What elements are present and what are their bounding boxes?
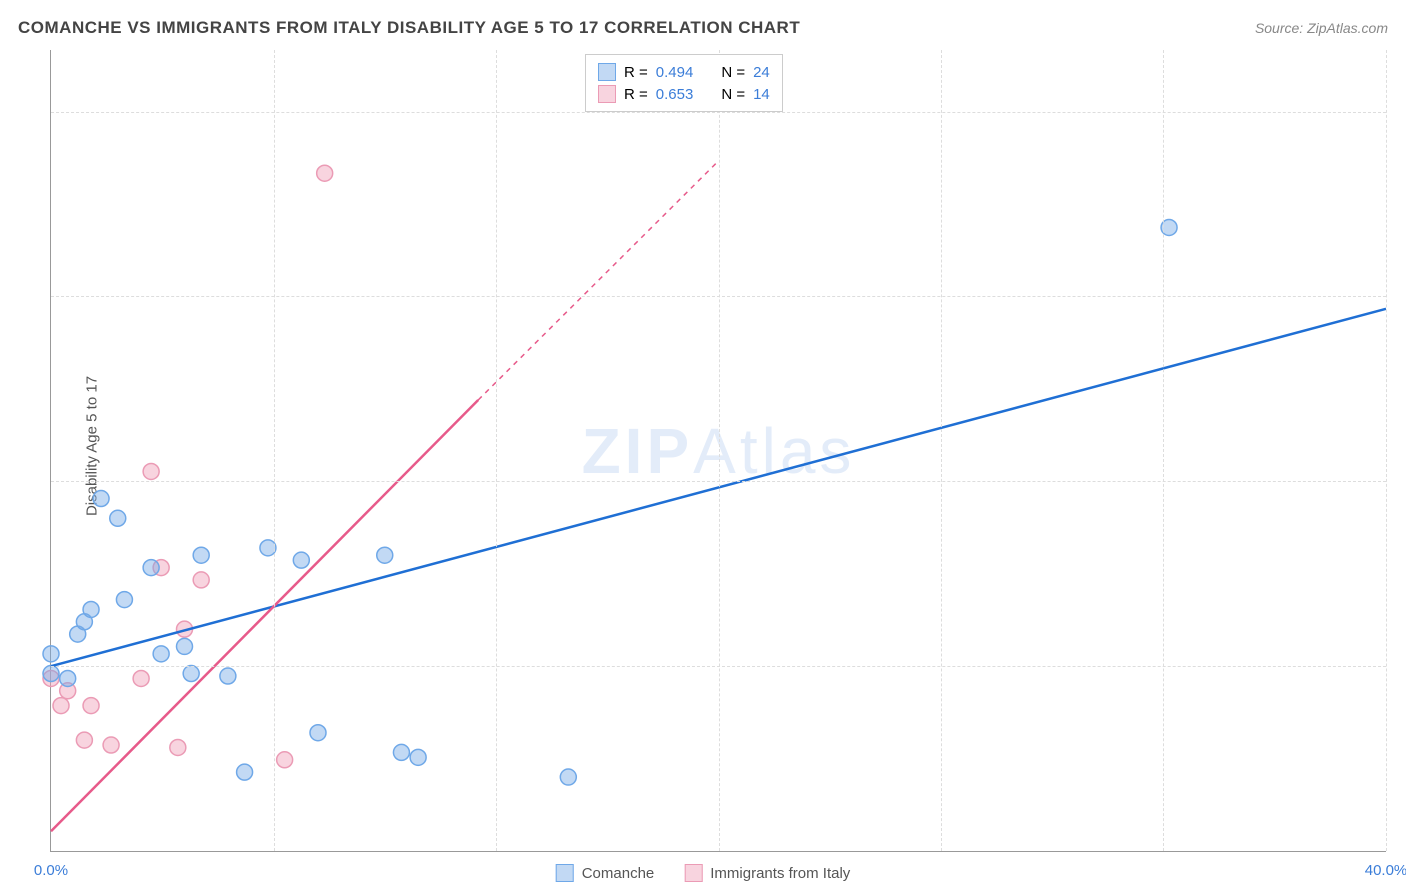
data-point xyxy=(220,668,236,684)
data-point xyxy=(237,764,253,780)
data-point xyxy=(83,698,99,714)
y-tick-label: 7.5% xyxy=(1396,658,1406,675)
data-point xyxy=(110,510,126,526)
data-point xyxy=(393,744,409,760)
data-point xyxy=(43,646,59,662)
data-point xyxy=(53,698,69,714)
regression-line xyxy=(478,161,718,400)
data-point xyxy=(560,769,576,785)
data-point xyxy=(60,670,76,686)
data-point xyxy=(170,739,186,755)
swatch-comanche-bottom xyxy=(556,864,574,882)
chart-plot-area: ZIPAtlas R = 0.494 N = 24 R = 0.653 N = … xyxy=(50,50,1386,852)
data-point xyxy=(377,547,393,563)
data-point xyxy=(143,560,159,576)
y-tick-label: 15.0% xyxy=(1396,473,1406,490)
data-point xyxy=(317,165,333,181)
legend-item-italy: Immigrants from Italy xyxy=(684,864,850,882)
gridline-vertical xyxy=(1386,50,1387,851)
data-point xyxy=(183,666,199,682)
legend-label-comanche: Comanche xyxy=(582,865,655,882)
gridline-vertical xyxy=(1163,50,1164,851)
series-legend: Comanche Immigrants from Italy xyxy=(556,864,851,882)
data-point xyxy=(76,732,92,748)
gridline-vertical xyxy=(719,50,720,851)
r-value-comanche: 0.494 xyxy=(656,64,694,81)
data-point xyxy=(93,491,109,507)
y-tick-label: 22.5% xyxy=(1396,288,1406,305)
data-point xyxy=(310,725,326,741)
n-value-comanche: 24 xyxy=(753,64,770,81)
data-point xyxy=(410,749,426,765)
data-point xyxy=(277,752,293,768)
x-tick-label-min: 0.0% xyxy=(34,862,68,879)
data-point xyxy=(83,601,99,617)
legend-row-italy: R = 0.653 N = 14 xyxy=(598,83,770,105)
r-label: R = xyxy=(624,64,648,81)
data-point xyxy=(43,666,59,682)
r-value-italy: 0.653 xyxy=(656,86,694,103)
chart-source: Source: ZipAtlas.com xyxy=(1255,20,1388,36)
chart-title: COMANCHE VS IMMIGRANTS FROM ITALY DISABI… xyxy=(18,18,800,38)
data-point xyxy=(177,638,193,654)
x-tick-label-max: 40.0% xyxy=(1365,862,1406,879)
data-point xyxy=(193,547,209,563)
swatch-comanche xyxy=(598,63,616,81)
gridline-vertical xyxy=(496,50,497,851)
n-value-italy: 14 xyxy=(753,86,770,103)
gridline-vertical xyxy=(941,50,942,851)
data-point xyxy=(193,572,209,588)
chart-header: COMANCHE VS IMMIGRANTS FROM ITALY DISABI… xyxy=(18,18,1388,38)
data-point xyxy=(116,592,132,608)
legend-item-comanche: Comanche xyxy=(556,864,655,882)
correlation-legend: R = 0.494 N = 24 R = 0.653 N = 14 xyxy=(585,54,783,112)
legend-row-comanche: R = 0.494 N = 24 xyxy=(598,61,770,83)
gridline-vertical xyxy=(274,50,275,851)
swatch-italy xyxy=(598,85,616,103)
data-point xyxy=(143,463,159,479)
data-point xyxy=(293,552,309,568)
data-point xyxy=(133,670,149,686)
regression-line xyxy=(51,400,478,831)
swatch-italy-bottom xyxy=(684,864,702,882)
data-point xyxy=(153,646,169,662)
data-point xyxy=(103,737,119,753)
legend-label-italy: Immigrants from Italy xyxy=(710,865,850,882)
n-label: N = xyxy=(721,64,745,81)
y-tick-label: 30.0% xyxy=(1396,103,1406,120)
r-label: R = xyxy=(624,86,648,103)
n-label: N = xyxy=(721,86,745,103)
